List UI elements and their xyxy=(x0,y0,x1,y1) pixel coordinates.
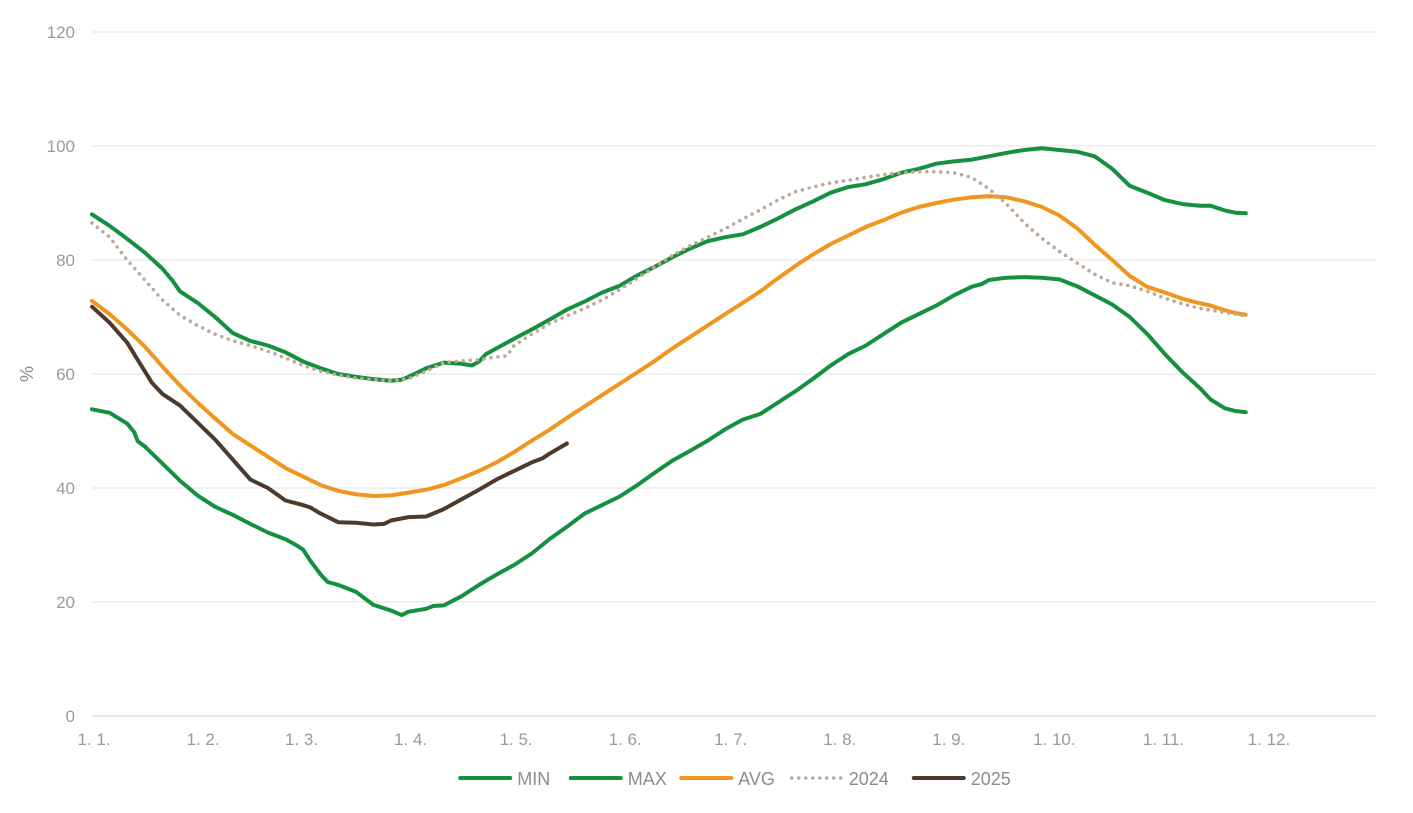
x-tick-label: 1. 4. xyxy=(394,730,427,749)
series-line-2024 xyxy=(90,169,1248,383)
series-line-min xyxy=(90,275,1248,618)
x-tick-label: 1. 6. xyxy=(609,730,642,749)
x-tick-label: 1. 8. xyxy=(823,730,856,749)
series-line-max xyxy=(90,146,1248,383)
legend-item-min: MIN xyxy=(458,769,550,789)
x-tick-label: 1. 12. xyxy=(1248,730,1291,749)
y-tick-label: 80 xyxy=(56,251,75,270)
x-tick-label: 1. 7. xyxy=(714,730,747,749)
x-tick-label: 1. 10. xyxy=(1033,730,1076,749)
y-tick-label: 60 xyxy=(56,365,75,384)
legend: MIN MAX AVG 2024 2025 xyxy=(458,769,1011,789)
y-tick-label: 120 xyxy=(47,23,75,42)
gridlines xyxy=(92,31,1376,717)
series-line-avg xyxy=(90,194,1248,498)
y-axis-title: % xyxy=(17,366,37,382)
x-tick-label: 1. 1. xyxy=(77,730,110,749)
legend-label: MIN xyxy=(517,769,550,789)
legend-item-max: MAX xyxy=(568,769,667,789)
x-tick-label: 1. 5. xyxy=(500,730,533,749)
legend-item-2025: 2025 xyxy=(911,769,1011,789)
legend-item-avg: AVG xyxy=(679,769,775,789)
x-tick-label: 1. 2. xyxy=(187,730,220,749)
legend-label: 2025 xyxy=(971,769,1011,789)
y-axis-ticks: 0 20 40 60 80 100 120 xyxy=(47,23,75,726)
y-tick-label: 20 xyxy=(56,593,75,612)
x-axis-ticks: 1. 1. 1. 2. 1. 3. 1. 4. 1. 5. 1. 6. 1. 7. 1. 8.… xyxy=(77,730,1290,749)
legend-label: AVG xyxy=(738,769,775,789)
series-line-2025 xyxy=(90,304,569,527)
x-tick-label: 1. 11. xyxy=(1143,730,1184,749)
legend-label: MAX xyxy=(628,769,667,789)
y-tick-label: 0 xyxy=(66,707,75,726)
legend-label: 2024 xyxy=(849,769,889,789)
x-tick-label: 1. 9. xyxy=(932,730,965,749)
y-tick-label: 40 xyxy=(56,479,75,498)
series-lines xyxy=(90,146,1248,618)
x-tick-label: 1. 3. xyxy=(285,730,318,749)
y-tick-label: 100 xyxy=(47,137,75,156)
legend-item-2024: 2024 xyxy=(789,769,889,789)
